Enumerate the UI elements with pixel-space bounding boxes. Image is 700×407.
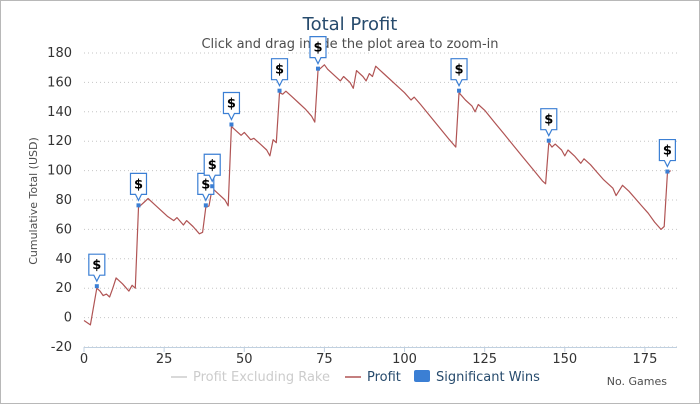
flag-label: $ xyxy=(313,41,322,56)
x-tick-label: 125 xyxy=(472,352,497,367)
legend-label: Profit xyxy=(367,370,401,385)
significant-win-flag[interactable]: $ xyxy=(222,91,241,127)
significant-wins-layer: $ $ $ $ $ $ $ $ $ $ xyxy=(88,36,676,289)
legend-box-swatch xyxy=(414,370,430,382)
flag-anchor xyxy=(457,88,462,93)
flag-box xyxy=(540,108,558,138)
y-tick-label: 140 xyxy=(47,105,72,120)
flag-label: $ xyxy=(227,97,236,112)
flag-label: $ xyxy=(275,63,284,78)
series-line-profit[interactable] xyxy=(83,64,672,326)
legend-label: Significant Wins xyxy=(436,370,540,385)
chart-subtitle: Click and drag inside the plot area to z… xyxy=(201,37,498,52)
flag-label: $ xyxy=(92,258,101,273)
flag-anchor xyxy=(277,88,282,93)
y-tick-label: 120 xyxy=(47,134,72,149)
y-tick-label: 60 xyxy=(55,222,72,237)
flag-anchor xyxy=(203,203,208,208)
y-tick-label: 180 xyxy=(47,46,72,61)
flag-label: $ xyxy=(134,177,143,192)
significant-win-flag[interactable]: $ xyxy=(540,108,558,143)
significant-win-flag[interactable]: $ xyxy=(450,58,468,93)
legend-item[interactable]: Profit Excluding Rake xyxy=(171,370,330,385)
significant-win-flag[interactable]: $ xyxy=(203,153,221,189)
flag-label: $ xyxy=(201,177,210,192)
y-tick-label: 160 xyxy=(47,75,72,90)
x-axis-ticks: 0 25 50 75 100 125 150 175 xyxy=(80,347,658,367)
flag-anchor xyxy=(315,66,320,71)
flag-box xyxy=(658,138,676,168)
grid-lines xyxy=(84,52,677,348)
x-tick-label: 0 xyxy=(80,352,88,367)
flag-box xyxy=(270,58,289,88)
flag-box xyxy=(203,153,221,183)
flag-label: $ xyxy=(544,113,553,128)
legend-label: Profit Excluding Rake xyxy=(193,370,330,385)
significant-win-flag[interactable]: $ xyxy=(270,58,289,93)
significant-win-flag[interactable]: $ xyxy=(658,138,676,174)
flag-box xyxy=(88,253,106,283)
flag-anchor xyxy=(546,138,551,143)
flag-label: $ xyxy=(455,63,464,78)
flag-box xyxy=(222,91,241,121)
y-tick-label: 80 xyxy=(55,193,72,208)
significant-win-flag[interactable]: $ xyxy=(309,36,327,71)
flag-anchor xyxy=(229,122,234,127)
y-tick-label: 0 xyxy=(64,311,72,326)
significant-win-flag[interactable]: $ xyxy=(129,172,148,208)
x-tick-label: 25 xyxy=(156,352,173,367)
y-axis-ticks: -20 0 20 40 60 80 100 120 140 160 180 xyxy=(47,46,72,355)
legend-item[interactable]: Significant Wins xyxy=(414,370,540,385)
flag-box xyxy=(129,172,148,202)
flag-anchor xyxy=(665,169,670,174)
legend-item[interactable]: Profit xyxy=(345,370,401,385)
y-tick-label: 40 xyxy=(55,252,72,267)
y-tick-label: 100 xyxy=(47,164,72,179)
x-tick-label: 100 xyxy=(392,352,417,367)
x-axis-label: No. Games xyxy=(607,375,668,388)
flag-label: $ xyxy=(208,158,217,173)
y-tick-label: 20 xyxy=(55,281,72,296)
x-tick-label: 150 xyxy=(552,352,577,367)
significant-win-flag[interactable]: $ xyxy=(88,253,106,289)
chart-title: Total Profit xyxy=(302,14,398,35)
series-layer xyxy=(83,64,672,326)
legend: Profit Excluding Rake Profit Significant W… xyxy=(171,370,540,385)
y-axis-label: Cumulative Total (USD) xyxy=(27,137,40,265)
y-tick-label: -20 xyxy=(51,340,72,355)
flag-label: $ xyxy=(663,144,672,159)
flag-anchor xyxy=(210,184,215,189)
x-tick-label: 75 xyxy=(316,352,333,367)
flag-anchor xyxy=(94,284,99,289)
x-tick-label: 50 xyxy=(236,352,253,367)
flag-anchor xyxy=(136,203,141,208)
flag-box xyxy=(309,36,327,65)
x-tick-label: 175 xyxy=(633,352,658,367)
flag-box xyxy=(450,58,468,88)
